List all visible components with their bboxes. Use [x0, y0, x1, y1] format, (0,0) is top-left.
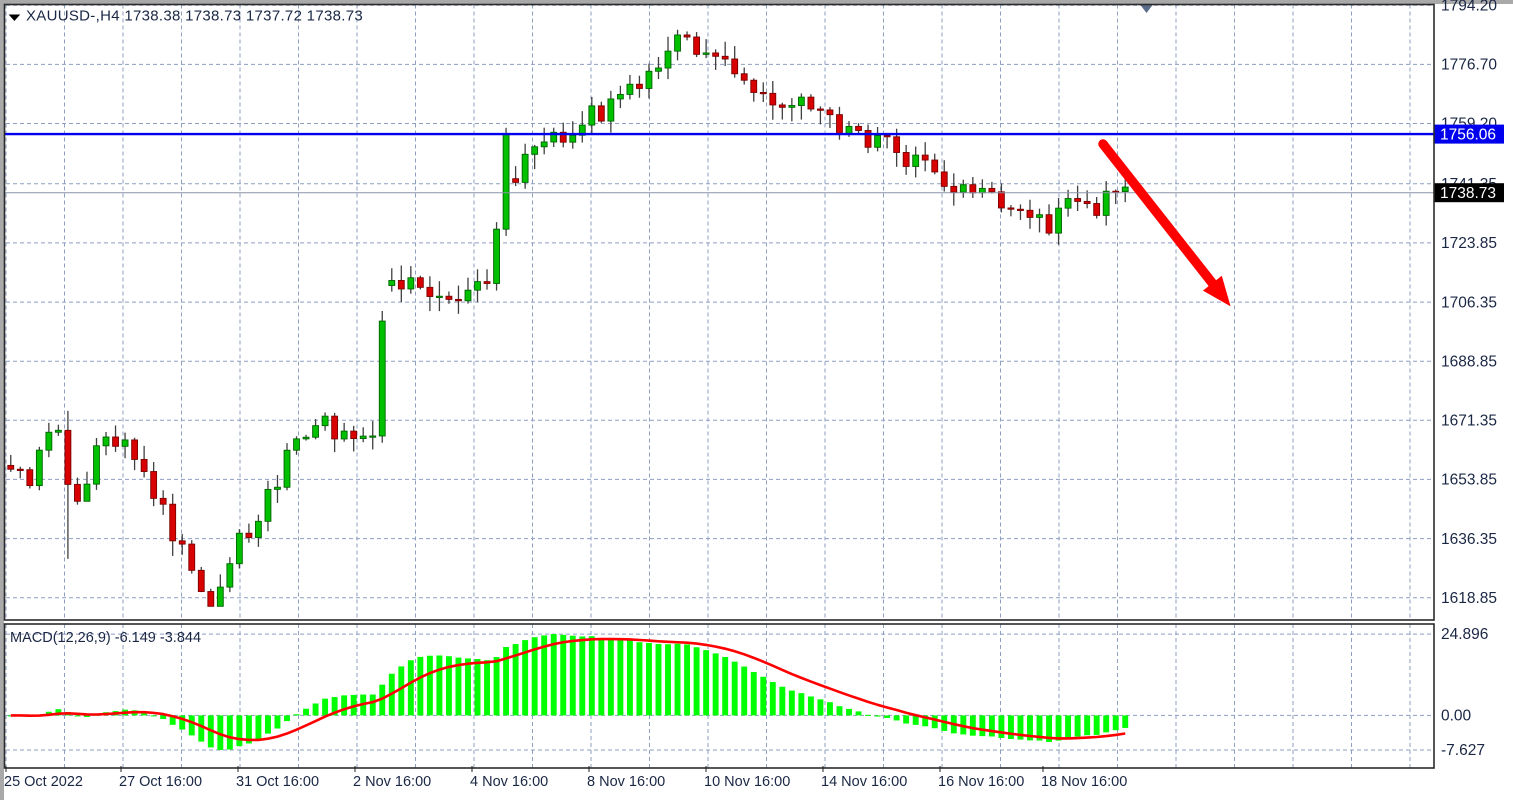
- svg-text:1636.35: 1636.35: [1441, 531, 1497, 548]
- svg-text:10 Nov 16:00: 10 Nov 16:00: [704, 774, 790, 790]
- svg-text:14 Nov 16:00: 14 Nov 16:00: [821, 774, 907, 790]
- svg-text:31 Oct 16:00: 31 Oct 16:00: [236, 774, 319, 790]
- svg-text:1723.85: 1723.85: [1441, 235, 1497, 252]
- svg-text:-7.627: -7.627: [1441, 742, 1485, 759]
- svg-text:4 Nov 16:00: 4 Nov 16:00: [470, 774, 548, 790]
- svg-text:1738.73: 1738.73: [1440, 185, 1496, 202]
- svg-text:24.896: 24.896: [1441, 626, 1488, 643]
- svg-text:1756.06: 1756.06: [1440, 126, 1496, 143]
- svg-text:1706.35: 1706.35: [1441, 294, 1497, 311]
- svg-text:1776.70: 1776.70: [1441, 57, 1497, 74]
- svg-text:2 Nov 16:00: 2 Nov 16:00: [353, 774, 431, 790]
- svg-text:1688.85: 1688.85: [1441, 353, 1497, 370]
- svg-text:18 Nov 16:00: 18 Nov 16:00: [1041, 774, 1127, 790]
- svg-text:25 Oct 2022: 25 Oct 2022: [4, 774, 83, 790]
- svg-text:16 Nov 16:00: 16 Nov 16:00: [938, 774, 1024, 790]
- svg-text:0.00: 0.00: [1441, 707, 1472, 724]
- svg-text:1618.85: 1618.85: [1441, 590, 1497, 607]
- svg-text:XAUUSD-,H4 1738.38 1738.73: XAUUSD-,H4 1738.38 1738.73 1737.72 1738.…: [26, 8, 363, 25]
- svg-text:1794.20: 1794.20: [1441, 0, 1497, 14]
- svg-text:1653.85: 1653.85: [1441, 472, 1497, 489]
- svg-text:8 Nov 16:00: 8 Nov 16:00: [587, 774, 665, 790]
- svg-text:1671.35: 1671.35: [1441, 413, 1497, 430]
- svg-text:MACD(12,26,9) -6.149 -3.844: MACD(12,26,9) -6.149 -3.844: [10, 630, 201, 646]
- svg-text:27 Oct 16:00: 27 Oct 16:00: [119, 774, 202, 790]
